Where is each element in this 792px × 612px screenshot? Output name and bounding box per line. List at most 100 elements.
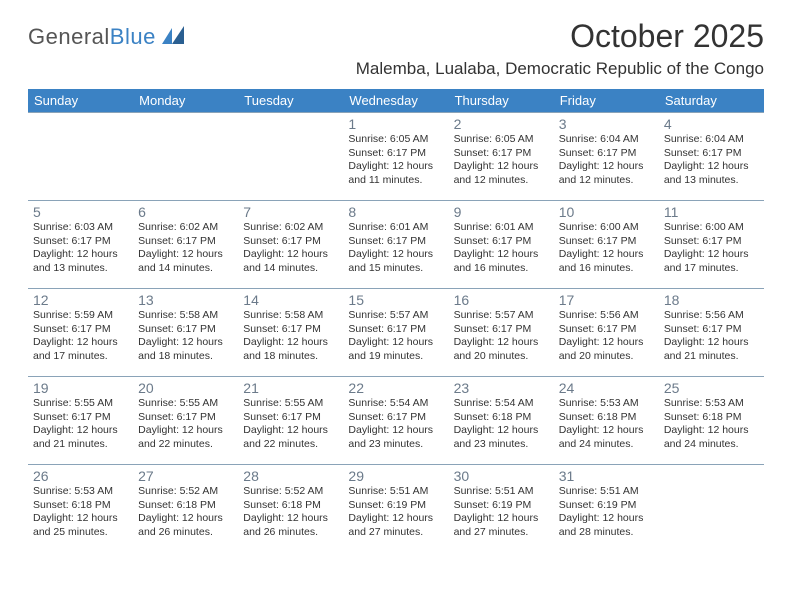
calendar-cell: 10Sunrise: 6:00 AMSunset: 6:17 PMDayligh…: [554, 201, 659, 289]
calendar-cell: 2Sunrise: 6:05 AMSunset: 6:17 PMDaylight…: [449, 113, 554, 201]
weekday-header: Monday: [133, 89, 238, 113]
day-number: 27: [138, 468, 233, 484]
calendar-cell: 5Sunrise: 6:03 AMSunset: 6:17 PMDaylight…: [28, 201, 133, 289]
calendar-cell: 31Sunrise: 5:51 AMSunset: 6:19 PMDayligh…: [554, 465, 659, 553]
logo: GeneralBlue: [28, 18, 184, 50]
day-details: Sunrise: 6:05 AMSunset: 6:17 PMDaylight:…: [454, 133, 549, 188]
day-number: 31: [559, 468, 654, 484]
day-number: 3: [559, 116, 654, 132]
day-details: Sunrise: 6:05 AMSunset: 6:17 PMDaylight:…: [348, 133, 443, 188]
calendar-cell: 30Sunrise: 5:51 AMSunset: 6:19 PMDayligh…: [449, 465, 554, 553]
day-details: Sunrise: 5:55 AMSunset: 6:17 PMDaylight:…: [243, 397, 338, 452]
day-details: Sunrise: 6:03 AMSunset: 6:17 PMDaylight:…: [33, 221, 128, 276]
calendar-cell: [133, 113, 238, 201]
calendar-cell: 4Sunrise: 6:04 AMSunset: 6:17 PMDaylight…: [659, 113, 764, 201]
day-details: Sunrise: 5:59 AMSunset: 6:17 PMDaylight:…: [33, 309, 128, 364]
day-number: 5: [33, 204, 128, 220]
day-details: Sunrise: 5:55 AMSunset: 6:17 PMDaylight:…: [33, 397, 128, 452]
day-details: Sunrise: 6:01 AMSunset: 6:17 PMDaylight:…: [454, 221, 549, 276]
calendar-week: 5Sunrise: 6:03 AMSunset: 6:17 PMDaylight…: [28, 201, 764, 289]
calendar-cell: 29Sunrise: 5:51 AMSunset: 6:19 PMDayligh…: [343, 465, 448, 553]
calendar-body: 1Sunrise: 6:05 AMSunset: 6:17 PMDaylight…: [28, 113, 764, 553]
calendar-week: 19Sunrise: 5:55 AMSunset: 6:17 PMDayligh…: [28, 377, 764, 465]
title-block: October 2025 Malemba, Lualaba, Democrati…: [356, 18, 764, 79]
day-number: 29: [348, 468, 443, 484]
calendar-cell: [659, 465, 764, 553]
day-number: 14: [243, 292, 338, 308]
day-number: 26: [33, 468, 128, 484]
calendar-cell: 22Sunrise: 5:54 AMSunset: 6:17 PMDayligh…: [343, 377, 448, 465]
day-details: Sunrise: 5:56 AMSunset: 6:17 PMDaylight:…: [664, 309, 759, 364]
calendar-cell: 17Sunrise: 5:56 AMSunset: 6:17 PMDayligh…: [554, 289, 659, 377]
day-details: Sunrise: 5:54 AMSunset: 6:17 PMDaylight:…: [348, 397, 443, 452]
calendar-table: SundayMondayTuesdayWednesdayThursdayFrid…: [28, 89, 764, 553]
calendar-cell: 14Sunrise: 5:58 AMSunset: 6:17 PMDayligh…: [238, 289, 343, 377]
day-number: 21: [243, 380, 338, 396]
calendar-cell: 1Sunrise: 6:05 AMSunset: 6:17 PMDaylight…: [343, 113, 448, 201]
day-details: Sunrise: 5:51 AMSunset: 6:19 PMDaylight:…: [348, 485, 443, 540]
day-details: Sunrise: 5:56 AMSunset: 6:17 PMDaylight:…: [559, 309, 654, 364]
day-number: 23: [454, 380, 549, 396]
weekday-header: Saturday: [659, 89, 764, 113]
day-number: 10: [559, 204, 654, 220]
day-details: Sunrise: 6:02 AMSunset: 6:17 PMDaylight:…: [138, 221, 233, 276]
calendar-cell: 13Sunrise: 5:58 AMSunset: 6:17 PMDayligh…: [133, 289, 238, 377]
calendar-week: 12Sunrise: 5:59 AMSunset: 6:17 PMDayligh…: [28, 289, 764, 377]
day-number: 8: [348, 204, 443, 220]
weekday-header: Sunday: [28, 89, 133, 113]
weekday-header: Thursday: [449, 89, 554, 113]
day-details: Sunrise: 5:57 AMSunset: 6:17 PMDaylight:…: [348, 309, 443, 364]
day-number: 16: [454, 292, 549, 308]
day-details: Sunrise: 5:58 AMSunset: 6:17 PMDaylight:…: [138, 309, 233, 364]
calendar-cell: 28Sunrise: 5:52 AMSunset: 6:18 PMDayligh…: [238, 465, 343, 553]
page: GeneralBlue October 2025 Malemba, Lualab…: [0, 0, 792, 553]
day-number: 22: [348, 380, 443, 396]
day-details: Sunrise: 5:51 AMSunset: 6:19 PMDaylight:…: [559, 485, 654, 540]
calendar-cell: 21Sunrise: 5:55 AMSunset: 6:17 PMDayligh…: [238, 377, 343, 465]
day-details: Sunrise: 5:57 AMSunset: 6:17 PMDaylight:…: [454, 309, 549, 364]
day-number: 20: [138, 380, 233, 396]
calendar-cell: 12Sunrise: 5:59 AMSunset: 6:17 PMDayligh…: [28, 289, 133, 377]
day-details: Sunrise: 5:52 AMSunset: 6:18 PMDaylight:…: [243, 485, 338, 540]
calendar-cell: 18Sunrise: 5:56 AMSunset: 6:17 PMDayligh…: [659, 289, 764, 377]
day-details: Sunrise: 6:04 AMSunset: 6:17 PMDaylight:…: [664, 133, 759, 188]
day-details: Sunrise: 6:01 AMSunset: 6:17 PMDaylight:…: [348, 221, 443, 276]
day-details: Sunrise: 5:53 AMSunset: 6:18 PMDaylight:…: [664, 397, 759, 452]
day-details: Sunrise: 6:00 AMSunset: 6:17 PMDaylight:…: [664, 221, 759, 276]
day-number: 24: [559, 380, 654, 396]
calendar-cell: 20Sunrise: 5:55 AMSunset: 6:17 PMDayligh…: [133, 377, 238, 465]
day-number: 17: [559, 292, 654, 308]
calendar-cell: 25Sunrise: 5:53 AMSunset: 6:18 PMDayligh…: [659, 377, 764, 465]
logo-text-1: General: [28, 24, 110, 50]
day-details: Sunrise: 5:54 AMSunset: 6:18 PMDaylight:…: [454, 397, 549, 452]
day-number: 2: [454, 116, 549, 132]
day-details: Sunrise: 6:04 AMSunset: 6:17 PMDaylight:…: [559, 133, 654, 188]
day-number: 15: [348, 292, 443, 308]
day-number: 25: [664, 380, 759, 396]
day-details: Sunrise: 5:58 AMSunset: 6:17 PMDaylight:…: [243, 309, 338, 364]
calendar-cell: 27Sunrise: 5:52 AMSunset: 6:18 PMDayligh…: [133, 465, 238, 553]
calendar-cell: 9Sunrise: 6:01 AMSunset: 6:17 PMDaylight…: [449, 201, 554, 289]
day-number: 28: [243, 468, 338, 484]
day-number: 1: [348, 116, 443, 132]
day-details: Sunrise: 5:53 AMSunset: 6:18 PMDaylight:…: [559, 397, 654, 452]
calendar-cell: 26Sunrise: 5:53 AMSunset: 6:18 PMDayligh…: [28, 465, 133, 553]
weekday-header: Tuesday: [238, 89, 343, 113]
day-details: Sunrise: 5:51 AMSunset: 6:19 PMDaylight:…: [454, 485, 549, 540]
calendar-cell: [238, 113, 343, 201]
calendar-cell: 7Sunrise: 6:02 AMSunset: 6:17 PMDaylight…: [238, 201, 343, 289]
weekday-row: SundayMondayTuesdayWednesdayThursdayFrid…: [28, 89, 764, 113]
logo-text-2: Blue: [110, 24, 156, 50]
month-title: October 2025: [356, 18, 764, 55]
calendar-week: 1Sunrise: 6:05 AMSunset: 6:17 PMDaylight…: [28, 113, 764, 201]
day-number: 18: [664, 292, 759, 308]
calendar-cell: 11Sunrise: 6:00 AMSunset: 6:17 PMDayligh…: [659, 201, 764, 289]
calendar-cell: 15Sunrise: 5:57 AMSunset: 6:17 PMDayligh…: [343, 289, 448, 377]
calendar-cell: [28, 113, 133, 201]
calendar-cell: 6Sunrise: 6:02 AMSunset: 6:17 PMDaylight…: [133, 201, 238, 289]
logo-icon: [162, 24, 184, 50]
day-number: 13: [138, 292, 233, 308]
day-number: 6: [138, 204, 233, 220]
weekday-header: Friday: [554, 89, 659, 113]
day-number: 9: [454, 204, 549, 220]
